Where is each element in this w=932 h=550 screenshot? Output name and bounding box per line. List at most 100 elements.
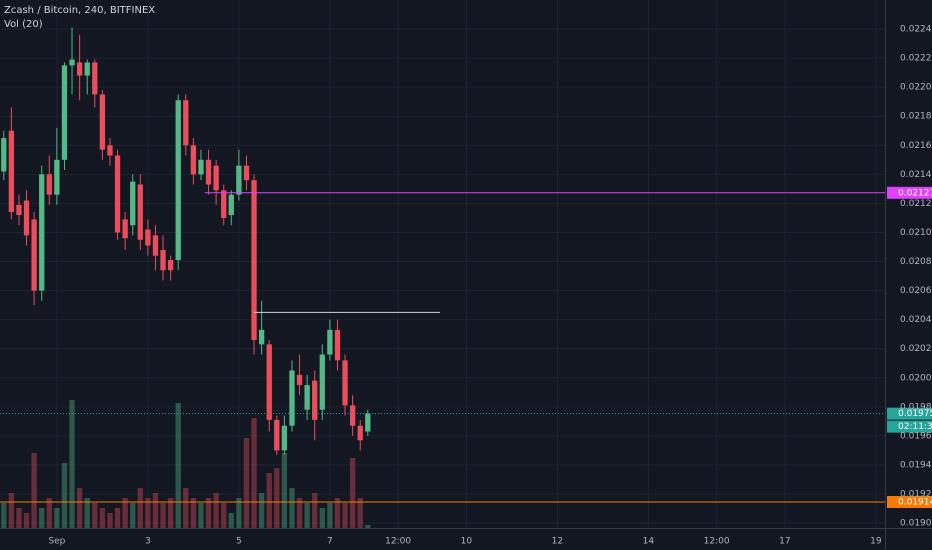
y-tick-label: 0.019600: [900, 431, 932, 441]
x-tick-label: 3: [145, 537, 151, 547]
volume-bar: [327, 503, 333, 528]
candle-body: [243, 165, 250, 181]
y-tick-label: 0.020800: [900, 257, 932, 267]
y-tick-label: 0.021000: [900, 228, 932, 238]
volume-bar: [281, 453, 288, 528]
x-tick-label: 5: [236, 537, 242, 547]
volume-bar: [319, 508, 325, 528]
candle-body: [357, 425, 363, 441]
candle-body: [69, 59, 75, 66]
x-tick-label: 12:00: [385, 537, 411, 547]
volume-bar: [228, 513, 234, 528]
volume-bar: [8, 493, 15, 528]
candle-body: [84, 62, 90, 76]
volume-bar: [16, 508, 22, 528]
y-tick-label: 0.019000: [900, 519, 932, 529]
y-tick-label: 0.019400: [900, 460, 932, 470]
volume-bar: [39, 508, 45, 528]
x-tick-label: 10: [461, 537, 473, 547]
candle-body: [327, 329, 333, 355]
volume-bar: [46, 498, 52, 528]
candle-body: [76, 62, 83, 76]
volume-bar: [107, 513, 113, 528]
volume-bar: [152, 493, 159, 528]
volume-bar: [54, 508, 60, 528]
price-badge-label: 0.019753: [898, 409, 932, 419]
candle-body: [114, 155, 121, 233]
y-tick-label: 0.020000: [900, 373, 932, 383]
volume-bar: [160, 503, 166, 528]
x-tick-label: 19: [870, 537, 882, 547]
candle-body: [258, 329, 265, 345]
y-tick-label: 0.021200: [900, 199, 932, 209]
candle-body: [31, 219, 37, 291]
candle-body: [281, 425, 288, 451]
x-tick-label: 12: [552, 537, 563, 547]
volume-bar: [349, 458, 356, 528]
price-badge-label: 0.021273: [898, 188, 932, 198]
x-tick-label: 14: [643, 537, 655, 547]
candle-body: [349, 405, 356, 426]
candle-body: [296, 374, 303, 386]
price-badge: [887, 186, 932, 199]
volume-bar: [258, 493, 265, 528]
y-tick-label: 0.022000: [900, 83, 932, 93]
volume-bar: [84, 498, 90, 528]
candle-body: [312, 380, 318, 420]
x-tick-label: Sep: [48, 537, 65, 547]
chart-title: Zcash / Bitcoin, 240, BITFINEX: [4, 5, 155, 16]
volume-bar: [312, 493, 318, 528]
y-tick-label: 0.020600: [900, 286, 932, 296]
volume-bar: [296, 498, 303, 528]
volume-bar: [221, 503, 227, 528]
y-tick-label: 0.020400: [900, 315, 932, 325]
volume-bar: [190, 498, 197, 528]
x-tick-label: 7: [327, 537, 333, 547]
candle-body: [304, 385, 310, 410]
candle-body: [251, 180, 257, 340]
volume-bar: [1, 503, 7, 528]
indicator-label: Vol (20): [4, 19, 43, 30]
volume-bar: [114, 508, 121, 528]
candle-body: [221, 190, 227, 218]
candle-body: [1, 138, 7, 172]
volume-bar: [342, 503, 348, 528]
volume-bar: [357, 498, 363, 528]
candle-body: [54, 159, 60, 195]
volume-bar: [236, 498, 242, 528]
volume-bar: [251, 418, 257, 528]
volume-bar: [304, 503, 310, 528]
candle-body: [205, 159, 212, 185]
candle-body: [99, 94, 106, 150]
candle-body: [274, 419, 280, 451]
candle-body: [190, 145, 197, 175]
candle-body: [122, 219, 128, 239]
volume-bar: [183, 488, 189, 528]
candle-body: [334, 329, 341, 361]
candle-body: [319, 354, 325, 410]
volume-bar: [175, 403, 181, 528]
volume-bar: [213, 493, 219, 528]
candle-body: [46, 174, 52, 195]
y-tick-label: 0.022200: [900, 54, 932, 64]
volume-bar: [76, 488, 83, 528]
volume-bar: [289, 488, 295, 528]
countdown-badge: [887, 420, 932, 433]
candle-body: [23, 200, 30, 236]
y-tick-label: 0.021600: [900, 141, 932, 151]
candle-body: [198, 159, 204, 175]
candle-body: [61, 65, 68, 160]
y-tick-label: 0.021800: [900, 112, 932, 122]
volume-bar: [274, 468, 280, 528]
volume-bar: [23, 513, 30, 528]
y-tick-label: 0.022400: [900, 25, 932, 35]
volume-bar: [266, 473, 272, 528]
candle-body: [145, 229, 151, 246]
candle-body: [92, 62, 98, 95]
volume-bar: [31, 453, 37, 528]
price-badge-label: 0.019145: [898, 497, 932, 507]
volume-bar: [243, 438, 250, 528]
volume-bar: [61, 463, 68, 528]
candle-body: [289, 370, 295, 426]
